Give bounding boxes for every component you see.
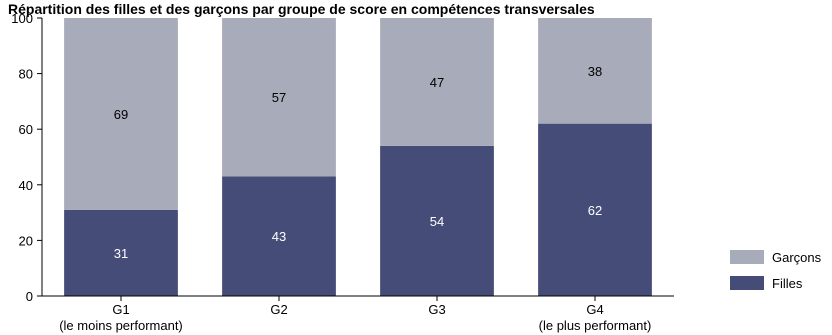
data-label: 69 [114,107,128,122]
x-tick-label: G3 [428,302,445,317]
bar-filles-g4 [538,123,652,296]
bar-filles-g2 [222,176,336,296]
legend-swatch-filles [730,276,764,290]
data-label: 54 [430,214,444,229]
bar-filles-g3 [380,145,494,296]
bar-filles-g1 [64,209,178,296]
x-tick-label: G4 [586,302,603,317]
y-tick-label: 100 [11,11,33,26]
y-tick-label: 0 [26,289,33,304]
y-tick-label: 20 [19,233,33,248]
y-tick-label: 60 [19,122,33,137]
data-label: 57 [272,90,286,105]
data-label: 62 [588,203,602,218]
data-label: 38 [588,64,602,79]
y-axis: 0 20 40 60 80 100 [11,11,43,304]
x-tick-label: G1 [112,302,129,317]
bar-garçons-g1 [64,18,178,210]
legend: Garçons Filles [730,250,822,291]
chart-title: Répartition des filles et des garçons pa… [8,1,595,17]
y-tick-label: 40 [19,178,33,193]
y-tick-label: 80 [19,67,33,82]
x-axis: G1(le moins performant) G2 G3 G4(le plus pe… [42,295,674,333]
data-label: 47 [430,75,444,90]
data-label: 31 [114,246,128,261]
data-label: 43 [272,229,286,244]
x-tick-sublabel: (le plus performant) [539,318,652,333]
legend-swatch-garçons [730,250,764,264]
bar-garçons-g4 [538,18,652,124]
x-tick-label: G2 [270,302,287,317]
bar-garçons-g2 [222,18,336,177]
legend-label-garçons: Garçons [772,250,822,265]
bar-garçons-g3 [380,18,494,146]
legend-label-filles: Filles [772,276,803,291]
bars: 31 69 43 57 54 47 62 38 [64,18,652,296]
x-tick-sublabel: (le moins performant) [59,318,183,333]
